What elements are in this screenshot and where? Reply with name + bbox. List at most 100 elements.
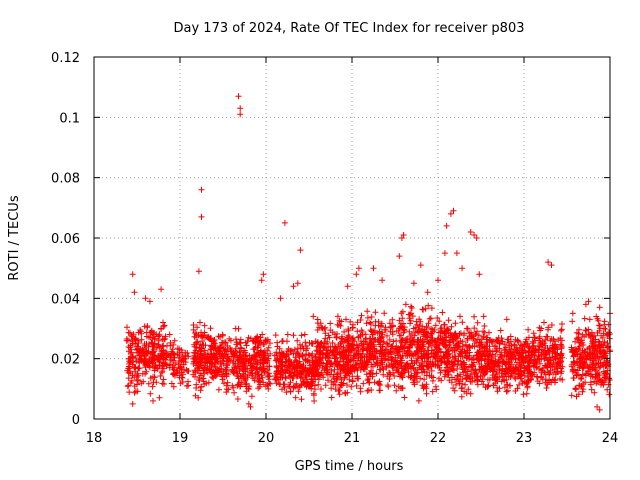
data-point <box>124 324 130 331</box>
data-point <box>134 381 140 388</box>
data-point <box>318 369 325 376</box>
data-point <box>326 334 333 341</box>
data-point <box>407 317 414 324</box>
data-point <box>266 370 272 377</box>
data-point <box>213 372 220 379</box>
data-point <box>429 335 436 341</box>
data-point <box>372 309 379 316</box>
data-point <box>478 364 485 371</box>
data-point <box>273 364 280 371</box>
data-point <box>294 349 301 356</box>
data-point <box>279 374 286 381</box>
data-point <box>219 331 226 338</box>
data-point <box>383 363 390 370</box>
data-point <box>519 359 526 366</box>
data-point <box>363 346 370 353</box>
data-point <box>481 323 488 329</box>
data-point <box>130 354 137 361</box>
data-point <box>476 361 483 367</box>
data-point <box>402 339 409 346</box>
data-point <box>594 403 601 410</box>
data-point <box>251 352 258 359</box>
data-point <box>384 340 390 347</box>
data-point <box>131 289 138 296</box>
data-point <box>408 303 414 310</box>
data-point <box>185 378 191 385</box>
data-point <box>457 313 463 320</box>
data-point <box>207 335 214 342</box>
data-point <box>389 316 396 323</box>
data-point <box>358 353 365 360</box>
data-point <box>170 383 177 390</box>
data-point <box>179 353 186 360</box>
data-point <box>283 351 290 358</box>
data-point <box>322 363 329 370</box>
data-point <box>129 372 136 379</box>
data-point <box>453 381 459 388</box>
data-point <box>359 345 366 352</box>
data-point <box>463 375 470 382</box>
data-point <box>161 336 167 343</box>
data-point <box>478 357 485 364</box>
data-point <box>415 326 422 333</box>
data-point <box>600 348 607 355</box>
data-point <box>512 388 519 394</box>
data-point <box>240 349 247 356</box>
data-point <box>457 371 463 378</box>
data-point <box>464 368 471 375</box>
data-point <box>369 371 376 378</box>
data-point <box>432 322 439 329</box>
data-point <box>602 352 609 359</box>
data-point <box>138 330 145 337</box>
data-point <box>503 388 510 395</box>
data-point <box>579 363 586 370</box>
x-tick-labels: 18 19 20 21 22 23 24 <box>86 431 619 446</box>
data-point <box>393 328 400 335</box>
data-point <box>417 341 424 348</box>
data-point <box>543 363 550 370</box>
data-point <box>476 271 483 278</box>
data-point <box>207 346 214 353</box>
data-point <box>476 353 483 360</box>
data-point <box>338 318 345 325</box>
data-point <box>399 315 406 322</box>
data-point <box>469 342 476 349</box>
data-point <box>601 379 608 386</box>
data-point <box>132 336 139 343</box>
data-point <box>316 362 323 369</box>
data-point <box>198 345 205 352</box>
data-point <box>314 339 321 346</box>
data-point <box>241 366 248 372</box>
data-point <box>194 324 201 331</box>
data-point <box>280 369 287 376</box>
data-point <box>335 361 342 368</box>
data-point <box>159 368 166 375</box>
data-point <box>545 324 552 331</box>
data-point <box>315 381 322 388</box>
data-point <box>262 337 269 344</box>
data-point <box>322 382 329 389</box>
data-point <box>201 370 208 377</box>
data-point <box>295 369 302 376</box>
data-point <box>423 372 430 379</box>
data-point <box>224 386 230 393</box>
data-point <box>314 316 321 323</box>
data-point <box>587 381 594 388</box>
data-point <box>380 351 387 358</box>
data-point <box>224 379 231 386</box>
data-point <box>254 333 261 340</box>
data-point <box>486 365 493 372</box>
data-point <box>316 347 323 354</box>
data-point <box>558 350 565 357</box>
data-point <box>589 338 596 345</box>
data-point <box>514 337 521 344</box>
data-point <box>525 348 532 355</box>
data-point <box>576 326 582 333</box>
data-point <box>546 354 553 361</box>
data-point <box>525 326 532 333</box>
data-point <box>141 323 148 330</box>
data-point <box>254 366 261 373</box>
data-point <box>336 391 343 398</box>
data-point <box>453 355 459 362</box>
data-point <box>214 358 221 365</box>
